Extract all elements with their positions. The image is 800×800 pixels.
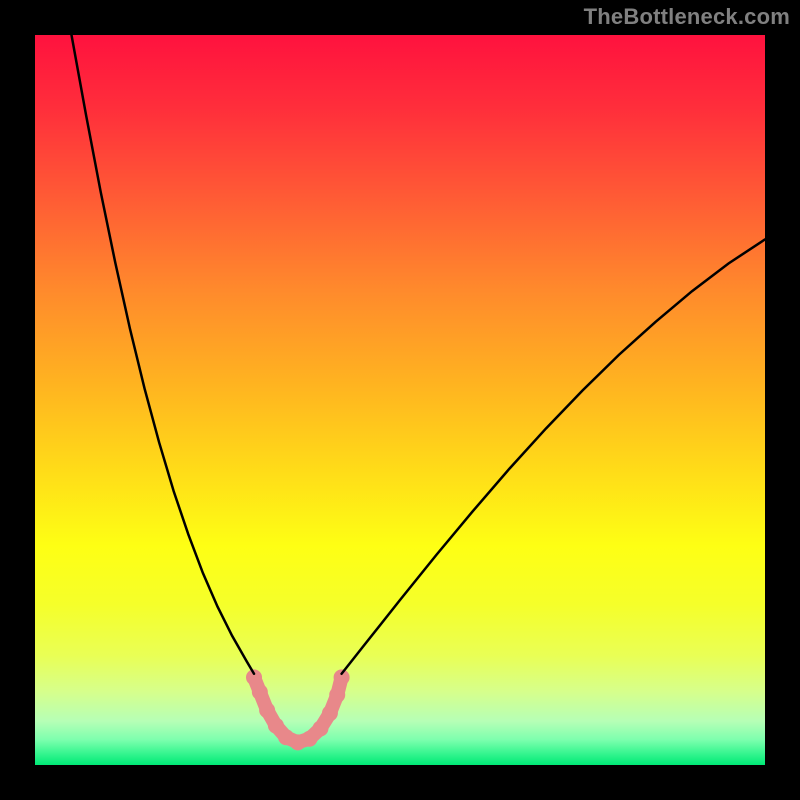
plot-area — [35, 35, 765, 765]
bottleneck-chart — [35, 35, 765, 765]
chart-frame: TheBottleneck.com — [0, 0, 800, 800]
gradient-background — [35, 35, 765, 765]
watermark-text: TheBottleneck.com — [584, 4, 790, 30]
